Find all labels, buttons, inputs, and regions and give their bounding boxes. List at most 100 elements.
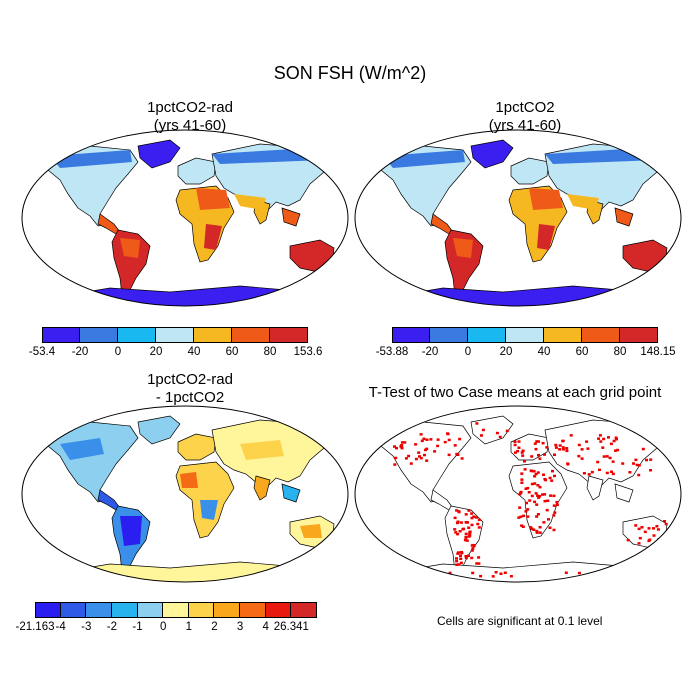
significant-cell: [443, 440, 447, 444]
colorbar-tick-label: 80: [263, 346, 277, 358]
significant-cell: [549, 494, 553, 497]
significant-cell: [453, 444, 457, 447]
significant-cell: [470, 549, 474, 552]
panel2-title-line1: 1pctCO2: [495, 99, 555, 116]
colorbar-swatch: [620, 327, 658, 343]
continent-antarctica: [59, 561, 338, 582]
significant-cell: [561, 446, 565, 449]
significant-cell: [536, 494, 540, 497]
panel4-title: T-Test of two Case means at each grid po…: [345, 384, 685, 402]
significant-cell: [656, 528, 660, 531]
significant-cell: [543, 499, 547, 503]
significant-cell: [536, 484, 540, 487]
significant-cell: [526, 486, 530, 490]
significant-cell: [455, 557, 458, 560]
significant-cell: [538, 526, 542, 529]
colorbar-tick-label: -1: [132, 621, 143, 633]
significant-cell: [524, 510, 528, 513]
significant-cell: [464, 513, 468, 516]
significant-cell: [525, 501, 528, 505]
map-boundary: [354, 405, 682, 583]
colorbar-tick-label: 0: [464, 346, 472, 358]
significant-cell: [538, 531, 542, 534]
significant-cell: [414, 443, 418, 446]
significant-cell: [555, 503, 559, 506]
significant-cell: [404, 457, 408, 460]
significant-cell: [577, 571, 581, 575]
significance-note: Cells are significant at 0.1 level: [437, 614, 603, 628]
significant-cell: [637, 542, 641, 545]
continent-antarctica: [392, 285, 671, 306]
significant-cell: [520, 478, 524, 481]
significant-cell: [634, 524, 638, 527]
colorbar-swatch: [430, 327, 468, 343]
continent-greenland: [470, 139, 514, 169]
significant-cell: [521, 449, 525, 452]
significant-cell: [530, 455, 534, 458]
significant-cell: [601, 446, 605, 449]
significant-cell: [499, 572, 503, 575]
significant-cell: [498, 435, 502, 439]
significant-cell: [597, 437, 601, 440]
significant-cell: [418, 455, 421, 458]
colorbar-tick-label: -3: [81, 621, 92, 633]
significant-cell: [425, 438, 429, 441]
colorbar-swatch: [544, 327, 582, 343]
significant-cell: [518, 506, 522, 509]
significant-cell: [516, 449, 520, 453]
significant-cell: [634, 458, 638, 462]
significant-cell: [615, 438, 618, 441]
colorbar-swatch: [118, 327, 156, 343]
significant-cell: [564, 571, 568, 574]
flux-region-patch: [234, 194, 266, 210]
colorbar-tick-label: 2: [211, 621, 218, 633]
colorbar-swatch: [214, 602, 240, 618]
significant-cell: [632, 462, 635, 465]
significant-cell: [647, 527, 651, 530]
significant-cell: [565, 447, 569, 450]
significant-cell: [468, 530, 472, 533]
significant-cell: [534, 447, 538, 451]
colorbar-swatch: [240, 602, 266, 618]
map-boundary: [21, 129, 349, 307]
colorbar-tick-label: 20: [149, 346, 163, 358]
significant-cell: [580, 457, 584, 460]
significant-cell: [664, 522, 668, 526]
significant-cell: [649, 469, 653, 472]
significant-cell: [429, 438, 433, 441]
significant-cell: [461, 528, 465, 531]
significant-cell: [537, 453, 540, 457]
significant-cell: [590, 470, 594, 474]
significant-cell: [503, 571, 507, 574]
colorbar-tick-label: -53.88: [375, 346, 409, 358]
colorbar-tick-label: 4: [262, 621, 269, 633]
continent-seAsia: [281, 483, 301, 503]
significant-cell: [561, 448, 565, 451]
significant-cell: [621, 462, 625, 465]
colorbar-tick-label: -4: [55, 621, 66, 633]
colorbar-labels-panel2: -53.88 -20 0 20 40 60 80 148.15: [376, 346, 676, 360]
colorbar-tick-label: 40: [537, 346, 551, 358]
significant-cell: [577, 443, 581, 447]
significant-cell: [548, 476, 552, 480]
flux-region-patch: [204, 224, 222, 250]
significant-cell: [468, 534, 472, 537]
significant-cell: [655, 525, 659, 528]
significant-cell: [550, 479, 554, 482]
significant-cell: [552, 528, 556, 532]
significant-cell: [509, 575, 513, 578]
colorbar-swatch: [582, 327, 620, 343]
significant-cell: [475, 562, 479, 565]
significant-cell: [491, 575, 495, 578]
significant-cell: [543, 453, 546, 456]
colorbar-swatch: [188, 602, 215, 618]
significant-cell: [518, 492, 522, 496]
significant-cell: [425, 459, 429, 462]
significant-cell: [538, 495, 542, 498]
significant-cell: [470, 556, 474, 560]
significant-cell: [541, 493, 544, 496]
significant-cell: [414, 457, 418, 461]
continent-greenland: [137, 139, 181, 169]
significant-cell: [433, 450, 437, 453]
significant-cell: [494, 571, 498, 574]
